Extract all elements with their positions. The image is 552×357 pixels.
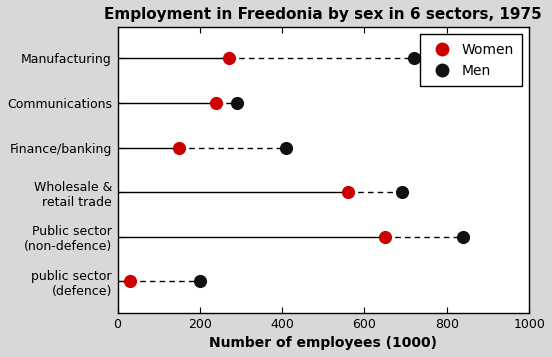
Point <box>282 145 291 151</box>
Point <box>195 278 204 284</box>
Point <box>397 190 406 195</box>
Point <box>125 278 134 284</box>
Point <box>343 190 352 195</box>
Point <box>232 100 241 106</box>
X-axis label: Number of employees (1000): Number of employees (1000) <box>209 336 437 350</box>
Point <box>224 56 233 61</box>
Point <box>410 56 418 61</box>
Point <box>212 100 221 106</box>
Point <box>381 234 390 240</box>
Title: Employment in Freedonia by sex in 6 sectors, 1975: Employment in Freedonia by sex in 6 sect… <box>104 7 542 22</box>
Point <box>459 234 468 240</box>
Point <box>175 145 184 151</box>
Legend: Women, Men: Women, Men <box>420 34 522 86</box>
